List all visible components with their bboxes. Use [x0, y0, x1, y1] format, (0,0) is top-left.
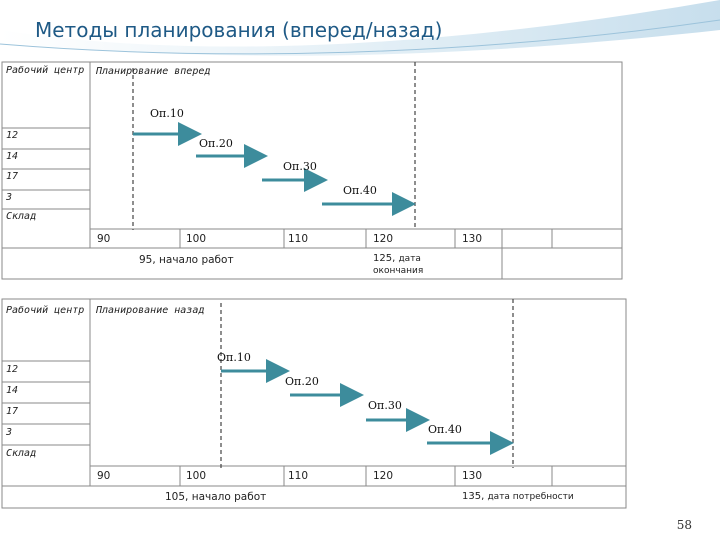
backward-tick-130: 130	[462, 470, 483, 482]
forward-row-17: 17	[6, 171, 19, 182]
forward-op40-label: Оп.40	[343, 184, 377, 197]
forward-plan-label: Планирование вперед	[96, 66, 211, 77]
backward-op30-label: Оп.30	[368, 399, 402, 412]
backward-tick-90: 90	[97, 470, 111, 482]
backward-op20-label: Оп.20	[285, 375, 319, 388]
forward-start-note: 95, начало работ	[139, 254, 234, 266]
backward-row-14: 14	[6, 385, 19, 396]
forward-row-3: 3	[6, 192, 13, 203]
header-decoration	[0, 0, 720, 56]
forward-op20-label: Оп.20	[199, 137, 233, 150]
forward-tick-100: 100	[186, 233, 207, 245]
forward-tick-130: 130	[462, 233, 483, 245]
forward-end-note: 125, дата окончания	[373, 253, 463, 277]
forward-op30-label: Оп.30	[283, 160, 317, 173]
forward-col-header: Рабочий центр	[6, 65, 85, 76]
forward-tick-120: 120	[373, 233, 394, 245]
backward-tick-100: 100	[186, 470, 207, 482]
forward-row-14: 14	[6, 151, 19, 162]
backward-row-stock: Склад	[6, 448, 37, 459]
backward-row-3: 3	[6, 427, 13, 438]
backward-start-note: 105, начало работ	[165, 491, 267, 503]
forward-end-note-text: дата окончания	[373, 254, 424, 276]
page-number: 58	[676, 518, 692, 532]
forward-grid	[1, 61, 623, 280]
backward-end-note-value: 135,	[462, 491, 485, 502]
backward-end-note: 135, дата потребности	[462, 491, 574, 503]
backward-tick-110: 110	[288, 470, 309, 482]
backward-row-17: 17	[6, 406, 19, 417]
backward-plan-label: Планирование назад	[96, 305, 205, 316]
backward-row-12: 12	[6, 364, 19, 375]
forward-row-12: 12	[6, 130, 19, 141]
backward-tick-120: 120	[373, 470, 394, 482]
forward-op10-label: Оп.10	[150, 107, 184, 120]
forward-tick-90: 90	[97, 233, 111, 245]
backward-op10-label: Оп.10	[217, 351, 251, 364]
page-title: Методы планирования (вперед/назад)	[35, 18, 443, 42]
backward-grid	[1, 298, 627, 509]
backward-col-header: Рабочий центр	[6, 305, 85, 316]
forward-end-note-value: 125,	[373, 253, 396, 264]
forward-tick-110: 110	[288, 233, 309, 245]
forward-row-stock: Склад	[6, 211, 37, 222]
backward-end-note-text: дата потребности	[487, 492, 574, 502]
backward-op40-label: Оп.40	[428, 423, 462, 436]
